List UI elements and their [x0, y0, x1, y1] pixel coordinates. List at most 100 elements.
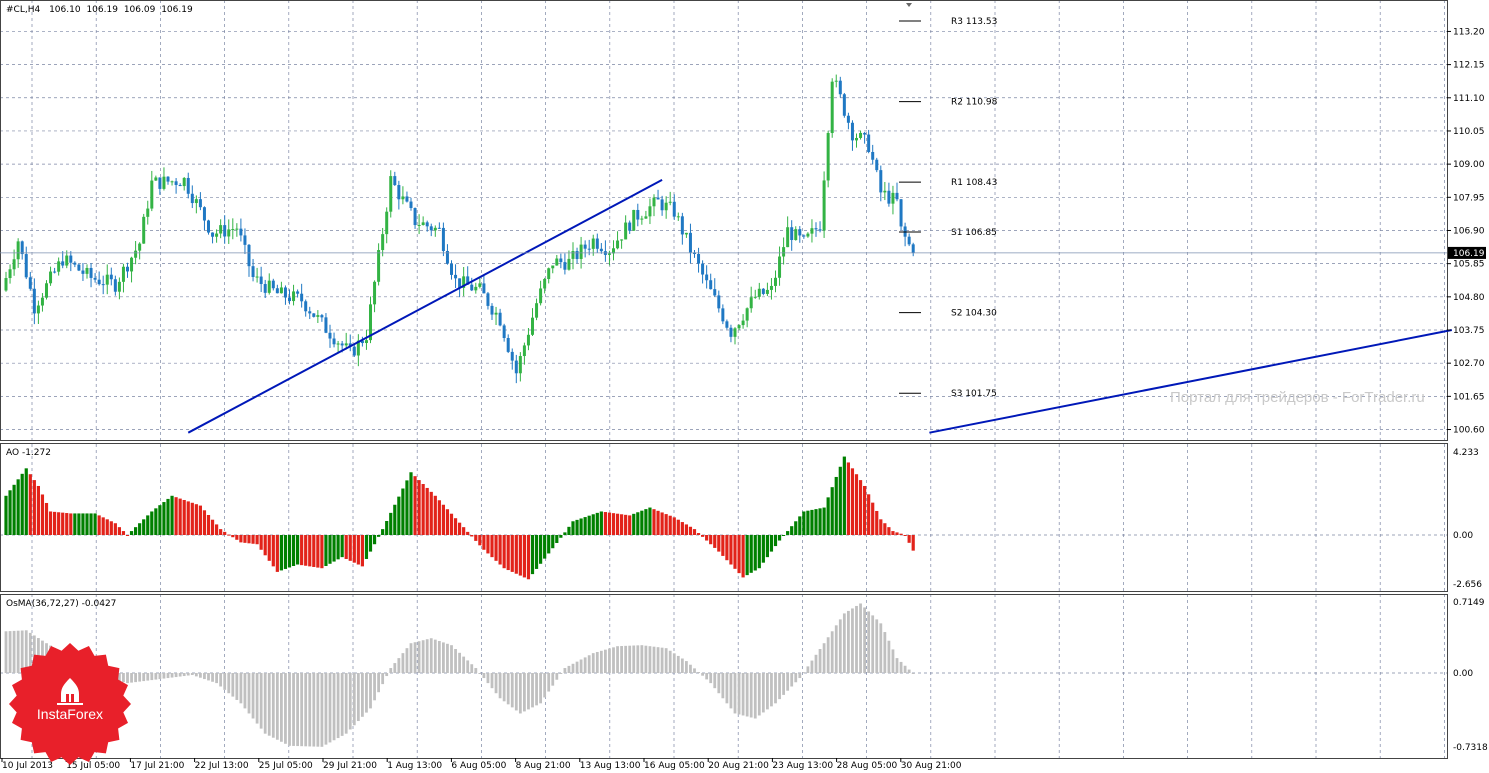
candle-body[interactable]	[539, 288, 543, 304]
candle-body[interactable]	[332, 338, 336, 345]
candle-body[interactable]	[113, 279, 117, 292]
trendline[interactable]	[187, 179, 663, 434]
candle-body[interactable]	[543, 279, 547, 289]
candle-body[interactable]	[579, 244, 583, 259]
candle-body[interactable]	[85, 267, 89, 274]
candle-body[interactable]	[57, 261, 61, 272]
candle-body[interactable]	[65, 255, 69, 266]
candle-body[interactable]	[826, 133, 830, 181]
candle-body[interactable]	[859, 132, 863, 138]
candle-body[interactable]	[810, 228, 814, 234]
candle-body[interactable]	[765, 289, 769, 294]
candle-body[interactable]	[4, 278, 8, 291]
candle-body[interactable]	[340, 343, 344, 346]
candle-body[interactable]	[45, 283, 48, 298]
candle-body[interactable]	[871, 151, 875, 160]
candle-body[interactable]	[308, 311, 312, 314]
candle-body[interactable]	[454, 274, 458, 279]
candle-body[interactable]	[709, 280, 713, 290]
candle-body[interactable]	[202, 207, 206, 221]
candle-body[interactable]	[429, 226, 433, 231]
candle-body[interactable]	[559, 258, 563, 263]
candle-body[interactable]	[154, 177, 158, 181]
candle-body[interactable]	[652, 197, 656, 207]
candle-body[interactable]	[227, 229, 231, 237]
candle-body[interactable]	[377, 250, 381, 282]
candle-body[interactable]	[24, 254, 28, 278]
candle-body[interactable]	[73, 262, 77, 265]
candle-body[interactable]	[40, 297, 44, 306]
candle-body[interactable]	[486, 293, 490, 306]
candle-body[interactable]	[445, 251, 449, 264]
candle-body[interactable]	[263, 284, 267, 293]
osma-histogram[interactable]	[4, 603, 915, 747]
candle-body[interactable]	[207, 220, 210, 233]
candle-body[interactable]	[283, 287, 287, 298]
candle-body[interactable]	[595, 238, 599, 249]
candle-body[interactable]	[830, 81, 834, 134]
candle-body[interactable]	[441, 227, 445, 252]
candle-body[interactable]	[28, 277, 32, 289]
candle-body[interactable]	[672, 201, 676, 217]
candle-body[interactable]	[806, 233, 810, 237]
candle-body[interactable]	[275, 288, 279, 294]
candle-body[interactable]	[89, 267, 93, 278]
candle-body[interactable]	[656, 197, 660, 200]
candle-body[interactable]	[794, 229, 798, 241]
candle-body[interactable]	[182, 177, 186, 187]
candle-body[interactable]	[69, 255, 73, 263]
candle-body[interactable]	[757, 288, 761, 297]
candle-body[interactable]	[571, 251, 575, 259]
candle-body[interactable]	[36, 305, 40, 314]
candle-body[interactable]	[745, 308, 749, 321]
candle-body[interactable]	[186, 177, 190, 194]
candle-body[interactable]	[405, 196, 409, 202]
candle-body[interactable]	[701, 263, 705, 275]
candle-body[interactable]	[397, 185, 401, 200]
candle-body[interactable]	[162, 176, 166, 189]
candle-body[interactable]	[470, 284, 474, 291]
candle-body[interactable]	[231, 229, 235, 231]
candle-body[interactable]	[676, 216, 680, 218]
candle-body[interactable]	[607, 253, 611, 255]
candle-body[interactable]	[729, 327, 733, 337]
candle-body[interactable]	[437, 227, 441, 229]
candle-body[interactable]	[668, 201, 672, 203]
candle-body[interactable]	[49, 271, 53, 284]
candle-body[interactable]	[267, 280, 271, 293]
candle-body[interactable]	[215, 233, 219, 237]
candle-body[interactable]	[522, 345, 526, 357]
candle-body[interactable]	[733, 328, 737, 337]
candle-body[interactable]	[312, 313, 316, 317]
candle-body[interactable]	[425, 222, 429, 227]
candle-body[interactable]	[211, 232, 215, 237]
candle-body[interactable]	[599, 248, 603, 252]
candle-body[interactable]	[271, 280, 275, 289]
candle-body[interactable]	[126, 266, 129, 272]
candle-body[interactable]	[142, 216, 146, 244]
candle-body[interactable]	[409, 201, 413, 209]
candle-body[interactable]	[328, 332, 332, 339]
candle-body[interactable]	[510, 351, 514, 361]
candle-body[interactable]	[219, 225, 223, 234]
candle-body[interactable]	[16, 241, 20, 260]
candle-body[interactable]	[822, 180, 826, 231]
candle-body[interactable]	[778, 256, 782, 278]
candle-body[interactable]	[348, 343, 352, 347]
candle-body[interactable]	[680, 216, 684, 235]
candle-body[interactable]	[814, 228, 818, 230]
candle-body[interactable]	[575, 251, 579, 259]
candle-body[interactable]	[494, 312, 498, 315]
candle-body[interactable]	[737, 325, 741, 329]
candle-body[interactable]	[150, 180, 154, 209]
candle-body[interactable]	[612, 248, 615, 254]
candle-body[interactable]	[624, 222, 628, 240]
candle-body[interactable]	[725, 321, 729, 328]
candle-body[interactable]	[360, 340, 364, 344]
candle-body[interactable]	[721, 308, 725, 322]
candle-body[interactable]	[753, 296, 757, 298]
candle-body[interactable]	[790, 227, 794, 241]
trendlines[interactable]	[187, 179, 1453, 434]
candle-body[interactable]	[887, 190, 891, 204]
candle-body[interactable]	[587, 248, 591, 250]
